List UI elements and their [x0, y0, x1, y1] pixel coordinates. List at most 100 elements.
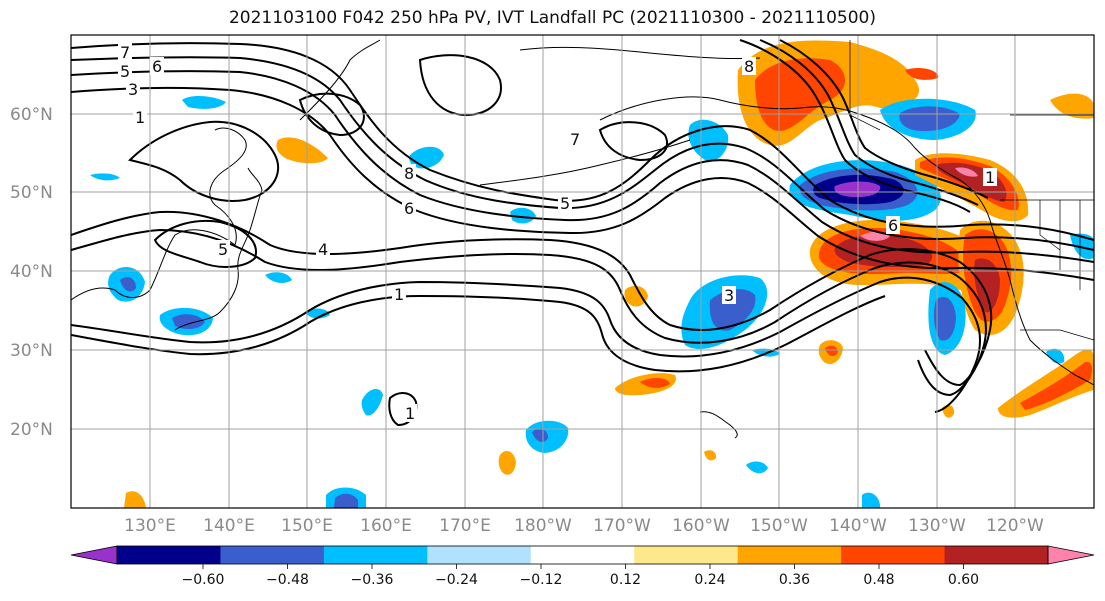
- negative-anomaly-mid: [532, 428, 548, 442]
- negative-anomaly-region: [862, 492, 880, 508]
- contour-label: 8: [744, 57, 754, 76]
- negative-anomaly-region: [746, 461, 768, 474]
- positive-anomaly-region: [704, 450, 717, 461]
- colorbar-tick-label: 0.60: [948, 572, 979, 588]
- colorbar-swatch: [841, 546, 946, 564]
- map-content: 7 6 5 3 8 6 7 5 4 5 1 3 8 6: [71, 35, 1094, 508]
- colorbar-tick-label: 0.24: [694, 572, 725, 588]
- contour-label: 1: [394, 285, 404, 304]
- lon-label-170w: 170°W: [593, 516, 651, 536]
- negative-anomaly-region: [510, 207, 536, 224]
- latitude-labels: 60°N 50°N 40°N 30°N 20°N: [10, 105, 53, 440]
- pv-contour: [598, 121, 668, 162]
- contour-label: 6: [888, 216, 898, 235]
- contour-label: 1: [985, 168, 995, 187]
- contour-label: 6: [404, 199, 414, 218]
- lat-label-60n: 60°N: [10, 105, 53, 125]
- colorbar-swatch: [737, 546, 842, 564]
- pv-contour: [71, 42, 1094, 241]
- negative-anomaly-region: [265, 272, 292, 283]
- positive-anomaly-region: [624, 285, 648, 307]
- colorbar-swatch: [427, 546, 532, 564]
- political-borders: [849, 40, 1094, 341]
- contour-label: 7: [120, 43, 130, 62]
- colorbar-min-extension: [70, 545, 118, 565]
- positive-anomaly-mid: [640, 378, 670, 388]
- lon-label-150w: 150°W: [750, 516, 808, 536]
- coastline-kamchatka: [299, 39, 381, 121]
- lon-label-180w: 180°W: [514, 516, 572, 536]
- colorbar-tick-label: 0.36: [779, 572, 810, 588]
- lat-label-20n: 20°N: [10, 420, 53, 440]
- contour-label: 6: [152, 57, 162, 76]
- negative-anomaly-region: [1046, 348, 1065, 364]
- colorbar-tick-label: −0.12: [520, 572, 563, 588]
- positive-anomaly-strong: [974, 258, 1000, 313]
- lat-label-40n: 40°N: [10, 262, 53, 282]
- colorbar-swatch: [944, 546, 1049, 564]
- negative-anomaly-mid: [899, 106, 960, 132]
- figure-title: 2021103100 F042 250 hPa PV, IVT Landfall…: [228, 8, 876, 28]
- contour-label: 1: [405, 404, 415, 423]
- positive-anomaly-region: [276, 137, 328, 164]
- negative-anomaly-mid: [334, 493, 358, 508]
- contour-label: 3: [724, 286, 734, 305]
- coastline-alaska: [599, 96, 1094, 386]
- positive-anomaly-region: [905, 67, 939, 80]
- contour-label: 7: [570, 130, 580, 149]
- positive-anomaly-region: [998, 349, 1094, 418]
- negative-anomaly-mid: [172, 314, 205, 330]
- colorbar-tick-label: −0.24: [435, 572, 478, 588]
- lat-label-50n: 50°N: [10, 183, 53, 203]
- lon-label-130w: 130°W: [908, 516, 966, 536]
- lon-label-120w: 120°W: [986, 516, 1044, 536]
- coastline-japan: [174, 167, 263, 331]
- pv-contour: [71, 86, 1094, 281]
- colorbar-tick-label: −0.60: [182, 572, 225, 588]
- pv-contour: [779, 39, 989, 199]
- pv-contours: [71, 39, 1094, 427]
- pv-contour: [71, 294, 886, 373]
- lat-label-30n: 30°N: [10, 341, 53, 361]
- lon-label-130e: 130°E: [124, 516, 176, 536]
- colorbar-tick-label: 0.12: [610, 572, 641, 588]
- colorbar-tick-label: −0.48: [266, 572, 309, 588]
- colorbar-tick-label: −0.36: [351, 572, 394, 588]
- negative-anomaly-mid: [709, 288, 756, 331]
- gridlines: [71, 35, 1094, 508]
- contour-label: 8: [404, 164, 414, 183]
- colorbar-swatch: [220, 546, 325, 564]
- coastlines: [71, 39, 1094, 439]
- pv-contour: [298, 92, 365, 137]
- coastline-aleutians: [479, 139, 691, 186]
- pv-contour: [153, 219, 257, 268]
- border-us-mexico: [1020, 329, 1094, 341]
- positive-anomaly-core: [955, 167, 978, 177]
- contour-label: 5: [120, 62, 130, 81]
- colorbar-swatch: [323, 546, 428, 564]
- negative-anomaly-mid: [120, 277, 136, 292]
- longitude-labels: 130°E 140°E 150°E 160°E 170°E 180°W 170°…: [124, 516, 1044, 536]
- colorbar-tick-label: 0.48: [863, 572, 894, 588]
- coastline-arctic: [519, 46, 761, 60]
- border-state-lines: [1039, 200, 1081, 290]
- lon-label-150e: 150°E: [281, 516, 333, 536]
- pv-contour: [739, 39, 971, 213]
- pv-contour: [71, 276, 982, 413]
- negative-anomaly-region: [361, 388, 383, 416]
- contour-label: 1: [135, 108, 145, 127]
- pv-contour: [759, 39, 979, 206]
- colorbar-max-extension: [1047, 545, 1095, 565]
- contour-label: 5: [218, 240, 228, 259]
- pv-contour: [71, 56, 1094, 251]
- positive-anomaly-region: [124, 491, 146, 508]
- negative-anomaly-mid: [933, 296, 956, 341]
- contour-label: 4: [318, 240, 328, 259]
- colorbar: −0.60 −0.48 −0.36 −0.24 −0.12 0.12 0.24 0.36 0.4…: [70, 545, 1095, 588]
- lon-label-170e: 170°E: [439, 516, 491, 536]
- negative-anomaly-region: [90, 173, 120, 181]
- colorbar-swatch: [117, 546, 221, 564]
- pv-contour: [128, 120, 280, 202]
- negative-anomaly-region: [305, 308, 330, 319]
